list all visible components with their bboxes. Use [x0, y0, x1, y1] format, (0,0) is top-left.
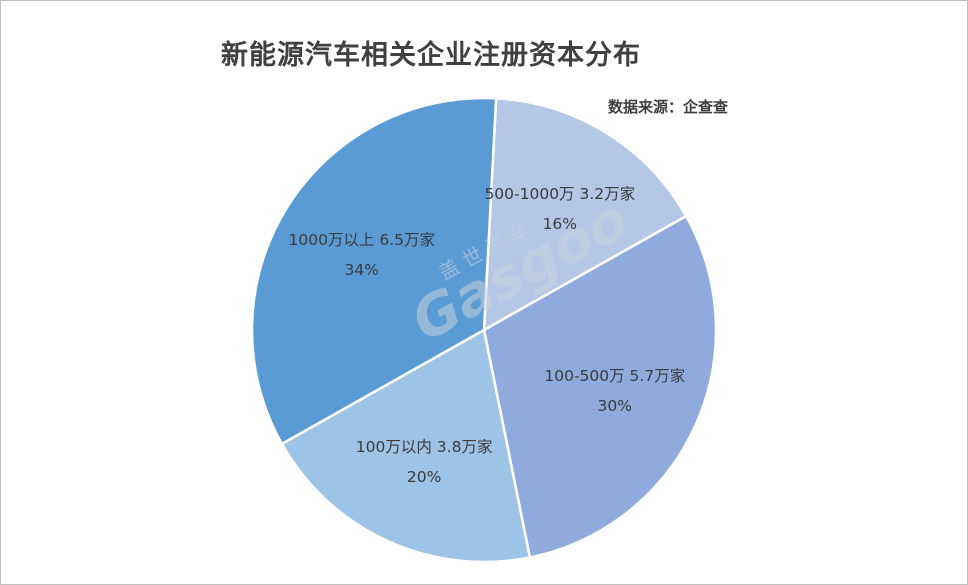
chart-title: 新能源汽车相关企业注册资本分布: [221, 40, 641, 71]
slice-percent-label: 16%: [543, 215, 577, 233]
pie-slice: [250, 96, 498, 446]
slice-label: 100万以内 3.8万家: [356, 438, 493, 456]
pie-slice: [482, 97, 688, 333]
slice-label: 500-1000万 3.2万家: [484, 185, 635, 203]
slice-percent-label: 30%: [598, 397, 632, 415]
data-source-note: 数据来源：企查查: [608, 98, 729, 116]
pie-slice: [280, 328, 532, 564]
slice-label: 1000万以上 6.5万家: [288, 231, 435, 249]
slice-label: 100-500万 5.7万家: [544, 367, 685, 385]
slice-percent-label: 34%: [345, 261, 379, 279]
slice-percent-label: 20%: [407, 468, 441, 486]
pie-slice: [482, 214, 718, 559]
